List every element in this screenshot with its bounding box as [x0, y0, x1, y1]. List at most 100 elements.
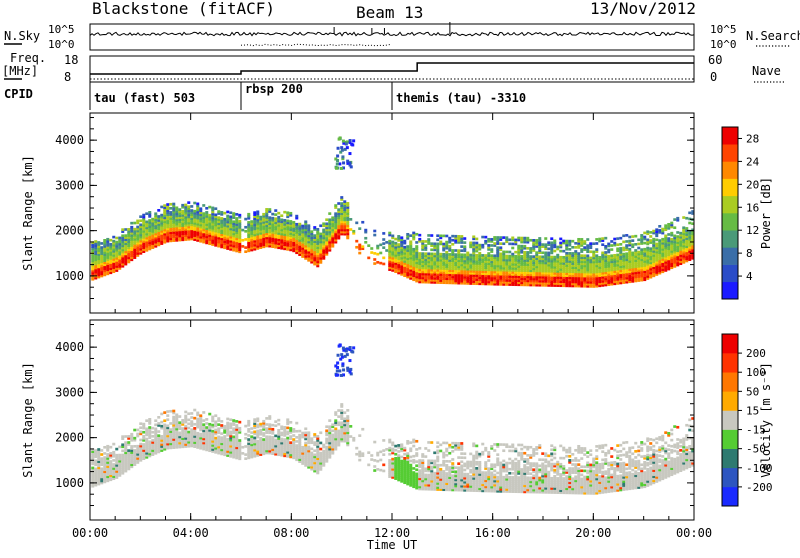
velocity-cell: [310, 437, 313, 440]
power-cell: [256, 210, 259, 213]
power-cell: [142, 214, 145, 217]
velocity-cell: [325, 425, 328, 428]
power-cell: [667, 237, 670, 240]
velocity-cell: [319, 442, 322, 445]
power-cell: [199, 207, 202, 210]
velocity-cell: [112, 443, 115, 446]
cpid-segment-label: tau (fast) 503: [94, 91, 195, 105]
velocity-cell: [382, 453, 385, 456]
velocity-cell: [94, 459, 97, 462]
power-cell: [679, 232, 682, 235]
velocity-cell: [322, 444, 325, 447]
power-cell: [688, 212, 691, 215]
power-cell: [376, 245, 379, 248]
power-cell: [616, 237, 619, 240]
velocity-cell: [112, 463, 115, 466]
velocity-cell: [361, 428, 364, 431]
velocity-cell: [127, 435, 130, 438]
velocity-cell: [313, 433, 316, 436]
power-cell: [223, 218, 226, 221]
velocity-cell: [163, 423, 166, 426]
power-cell: [169, 207, 172, 210]
velocity-cell: [244, 445, 247, 448]
velocity-cell: [283, 438, 286, 441]
velocity-cell: [373, 469, 376, 472]
power-cell: [472, 235, 475, 238]
power-cell: [661, 228, 664, 231]
power-cell: [637, 239, 640, 242]
velocity-cell: [271, 424, 274, 427]
velocity-cell: [166, 410, 169, 413]
power-cell: [565, 240, 568, 243]
power-cell: [376, 253, 379, 256]
power-cell: [181, 210, 184, 213]
power-cell: [529, 255, 532, 258]
velocity-cell: [217, 417, 220, 420]
y-tick-label: 1000: [55, 269, 84, 283]
power-cell: [277, 212, 280, 215]
power-cell: [202, 212, 205, 215]
power-cell: [670, 222, 673, 225]
power-cell: [349, 164, 352, 167]
velocity-cell: [136, 445, 139, 448]
velocity-cell: [346, 409, 349, 412]
velocity-cell: [397, 444, 400, 447]
power-cell: [514, 251, 517, 254]
velocity-cell: [193, 409, 196, 412]
velocity-cell: [238, 427, 241, 430]
velocity-cell: [358, 434, 361, 437]
power-cell: [673, 218, 676, 221]
power-cell: [478, 252, 481, 255]
power-cell: [241, 245, 244, 248]
velocity-cell: [262, 420, 265, 423]
power-cell: [361, 245, 364, 248]
power-cell: [379, 262, 382, 265]
power-cell: [352, 230, 355, 233]
velocity-cell: [169, 428, 172, 431]
power-cell: [676, 217, 679, 220]
power-cell: [364, 229, 367, 232]
velocity-cell: [274, 424, 277, 427]
power-cell: [336, 154, 339, 157]
power-cell: [313, 234, 316, 237]
power-cell: [553, 239, 556, 242]
velocity-cell: [334, 428, 337, 431]
power-cell: [397, 243, 400, 246]
velocity-cell: [151, 431, 154, 434]
velocity-cell: [316, 435, 319, 438]
power-cell: [412, 248, 415, 251]
power-cell: [520, 237, 523, 240]
velocity-cell: [187, 418, 190, 421]
velocity-cell: [220, 420, 223, 423]
velocity-cell: [157, 416, 160, 419]
power-cell: [550, 237, 553, 240]
velocity-cell: [325, 446, 328, 449]
power-cell: [319, 224, 322, 227]
velocity-cell: [280, 425, 283, 428]
power-cell: [397, 235, 400, 238]
velocity-cell: [187, 431, 190, 434]
velocity-cell: [265, 435, 268, 438]
freq-trace: [90, 63, 694, 74]
power-cell: [336, 162, 339, 165]
power-cell: [322, 229, 325, 232]
power-cell: [436, 234, 439, 237]
cpid-segment-label: rbsp 200: [245, 82, 303, 96]
power-cell: [586, 254, 589, 257]
velocity-cell: [274, 435, 277, 438]
velocity-cell: [139, 431, 142, 434]
power-cell: [532, 255, 535, 258]
power-cell: [454, 253, 457, 256]
power-cell: [376, 261, 379, 264]
power-cell: [565, 252, 568, 255]
power-cell: [271, 213, 274, 216]
velocity-cell: [382, 449, 385, 452]
power-cell: [351, 143, 354, 146]
power-cell: [562, 240, 565, 243]
velocity-cell: [214, 429, 217, 432]
power-cell: [196, 203, 199, 206]
velocity-cell: [196, 432, 199, 435]
velocity-cell: [208, 413, 211, 416]
power-cell: [172, 203, 175, 206]
velocity-cell: [190, 416, 193, 419]
